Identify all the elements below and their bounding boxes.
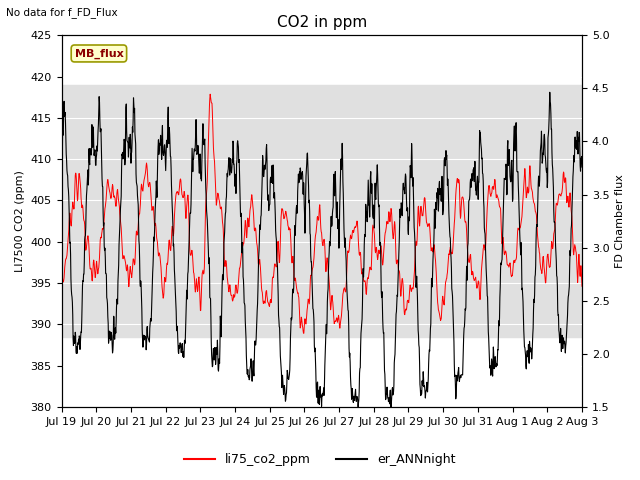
Legend: li75_co2_ppm, er_ANNnight: li75_co2_ppm, er_ANNnight <box>179 448 461 471</box>
Text: MB_flux: MB_flux <box>74 48 124 59</box>
Text: No data for f_FD_Flux: No data for f_FD_Flux <box>6 7 118 18</box>
Y-axis label: FD Chamber flux: FD Chamber flux <box>615 174 625 268</box>
Title: CO2 in ppm: CO2 in ppm <box>276 15 367 30</box>
Bar <box>61 85 582 336</box>
Y-axis label: LI7500 CO2 (ppm): LI7500 CO2 (ppm) <box>15 170 25 272</box>
